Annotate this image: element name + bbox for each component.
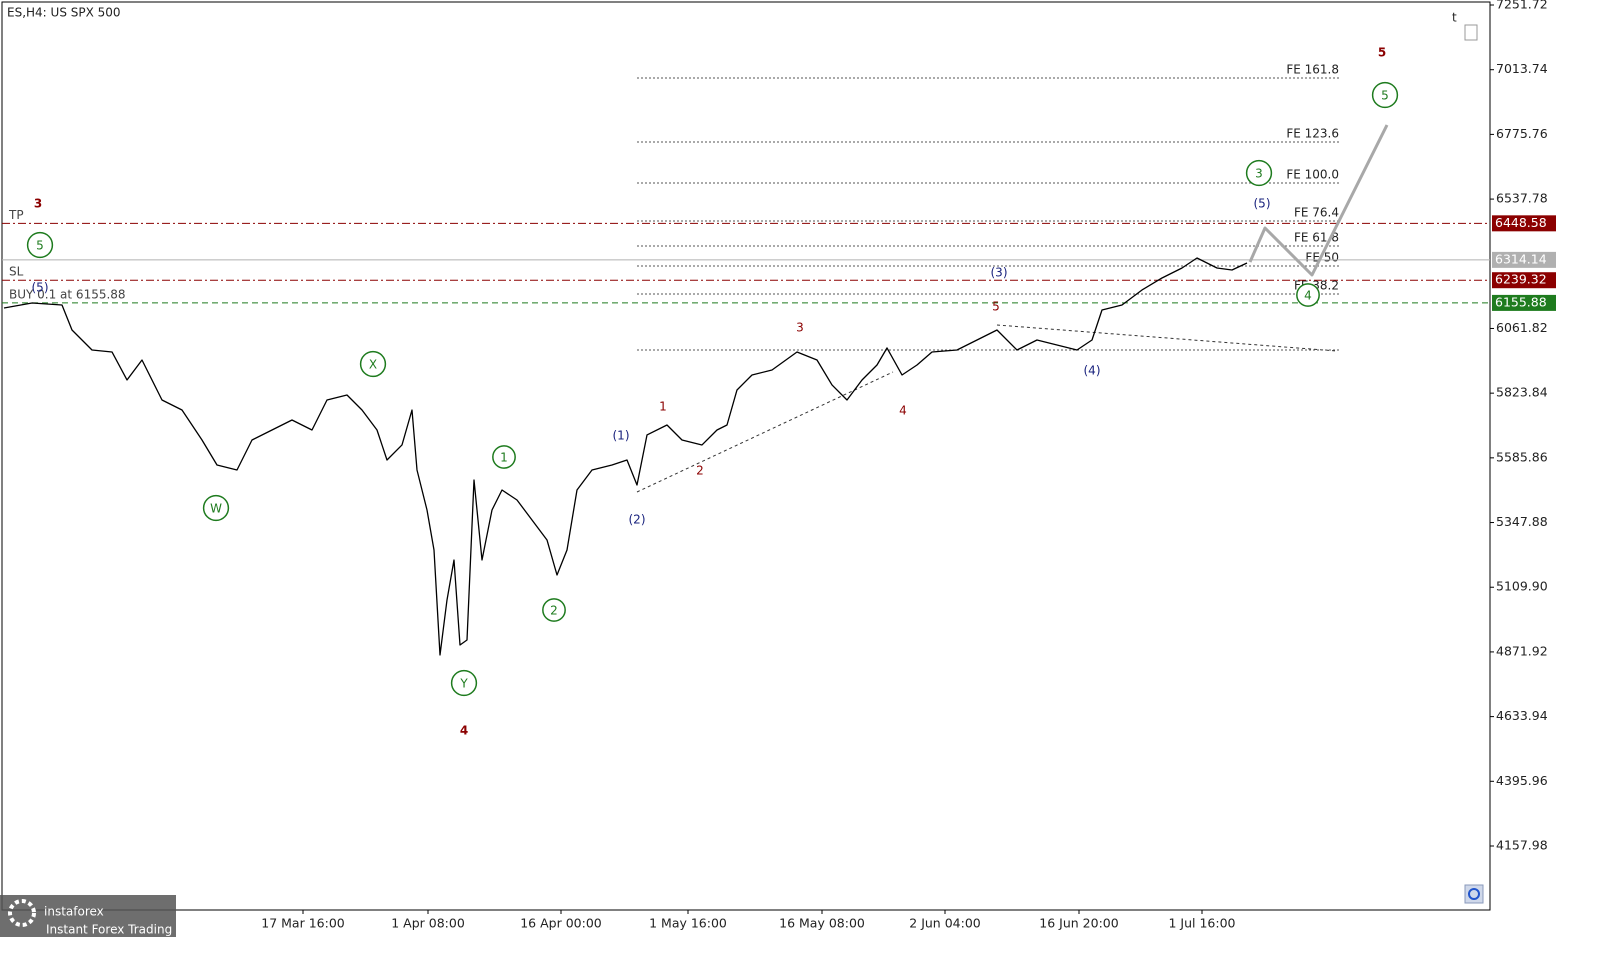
x-tick-label: 1 Apr 08:00 xyxy=(391,916,465,931)
logo-tagline: Instant Forex Trading xyxy=(46,923,172,937)
y-tick-label: 5823.84 xyxy=(1496,385,1548,400)
x-tick-label: 2 Jun 04:00 xyxy=(909,916,981,931)
wave-label-circle xyxy=(202,494,230,522)
wave-label-circle xyxy=(450,669,478,697)
fibo-label: FE 161.8 xyxy=(1286,63,1339,77)
price-tag xyxy=(1492,251,1556,268)
price-tag-label: 6448.58 xyxy=(1495,215,1547,230)
price-tag xyxy=(1492,272,1556,289)
wave-label: 5 xyxy=(992,300,1000,314)
forecast-line xyxy=(1248,124,1389,277)
price-level-label: SL xyxy=(9,265,24,279)
y-tick-label: 4633.94 xyxy=(1496,708,1548,723)
trend-line xyxy=(996,324,1338,352)
wave-label: 4 xyxy=(899,404,907,418)
price-tag-label: 6314.14 xyxy=(1495,251,1547,266)
wave-label-circle xyxy=(359,350,387,378)
wave-label: (2) xyxy=(629,513,646,527)
wave-label: 5 xyxy=(36,239,44,253)
wave-label: 3 xyxy=(1255,167,1263,181)
wave-label-circle xyxy=(492,445,516,469)
price-line xyxy=(3,257,1248,656)
logo-name: instaforex xyxy=(44,905,104,919)
y-tick-label: 6775.76 xyxy=(1496,126,1548,141)
wave-label-circle xyxy=(542,598,566,622)
x-tick-label: 1 Jul 16:00 xyxy=(1168,916,1235,931)
y-tick-label: 6537.78 xyxy=(1496,191,1548,206)
wave-label: 5 xyxy=(1381,89,1389,103)
price-tag xyxy=(1492,215,1556,232)
plot-frame xyxy=(1,1,1491,911)
fibo-label: FE 76.4 xyxy=(1294,205,1339,219)
x-tick-label: 1 May 16:00 xyxy=(649,916,727,931)
logo: instaforex Instant Forex Trading xyxy=(0,895,176,937)
wave-label: 4 xyxy=(1304,289,1312,303)
trend-line xyxy=(636,371,894,493)
wave-label: 1 xyxy=(500,451,508,465)
wave-label: 4 xyxy=(460,724,468,738)
wave-label: 5 xyxy=(1378,46,1386,60)
y-tick-label: 6061.82 xyxy=(1496,320,1548,335)
x-tick-label: 16 Apr 00:00 xyxy=(520,916,602,931)
chart-title: ES,H4: US SPX 500 xyxy=(7,6,121,20)
wave-label: (5) xyxy=(32,281,49,295)
wave-label-circle xyxy=(1296,283,1320,307)
wave-label: 1 xyxy=(659,400,667,414)
price-tag-label: 6239.32 xyxy=(1495,272,1547,287)
wave-label: (4) xyxy=(1084,364,1101,378)
wave-label: X xyxy=(369,358,377,372)
wave-label: 2 xyxy=(550,604,558,618)
toolbar-button-icon xyxy=(1468,888,1480,900)
y-tick-label: 7251.72 xyxy=(1496,0,1548,12)
toolbar-button[interactable] xyxy=(1464,884,1484,904)
y-tick-label: 7013.74 xyxy=(1496,61,1548,76)
y-tick-label: 5109.90 xyxy=(1496,579,1548,594)
wave-label-circle xyxy=(1245,159,1273,187)
y-tick-label: 5347.88 xyxy=(1496,514,1548,529)
fibo-label: FE 123.6 xyxy=(1286,126,1339,140)
wave-label: (1) xyxy=(613,429,630,443)
x-tick-label: 17 Mar 16:00 xyxy=(261,916,345,931)
x-tick-label: 16 Jun 20:00 xyxy=(1039,916,1118,931)
toolbar-icon[interactable] xyxy=(1464,24,1478,41)
price-tag-label: 6155.88 xyxy=(1495,294,1547,309)
logo-icon xyxy=(8,899,36,927)
wave-label: W xyxy=(210,502,222,516)
price-level-label: BUY 0.1 at 6155.88 xyxy=(9,287,126,301)
wave-label: 3 xyxy=(34,197,42,211)
price-tag xyxy=(1492,294,1556,311)
toolbar-icon[interactable]: t xyxy=(1452,11,1457,25)
wave-label: (3) xyxy=(991,266,1008,280)
y-tick-label: 5585.86 xyxy=(1496,449,1548,464)
price-level-label: TP xyxy=(8,208,24,222)
wave-label: Y xyxy=(459,677,468,691)
y-tick-label: 4395.96 xyxy=(1496,773,1548,788)
y-tick-label: 4157.98 xyxy=(1496,837,1548,852)
wave-label: 3 xyxy=(796,321,804,335)
y-tick-label: 4871.92 xyxy=(1496,643,1548,658)
wave-label-circle xyxy=(1371,81,1399,109)
wave-label: 2 xyxy=(696,464,704,478)
fibo-label: FE 100.0 xyxy=(1286,167,1339,181)
x-tick-label: 16 May 08:00 xyxy=(779,916,865,931)
wave-label: (5) xyxy=(1254,197,1271,211)
wave-label-circle xyxy=(26,231,54,259)
